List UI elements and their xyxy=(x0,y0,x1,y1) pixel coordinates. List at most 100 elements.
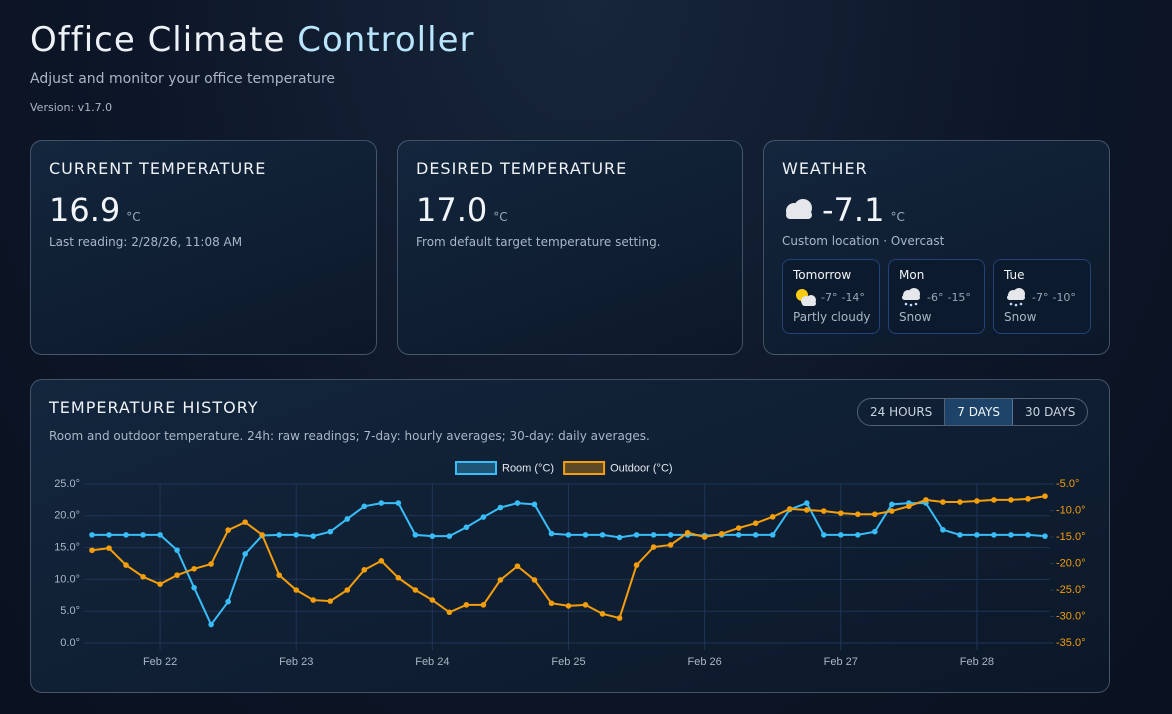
data-point xyxy=(106,532,112,538)
forecast-low: -10° xyxy=(1052,291,1076,304)
data-point xyxy=(310,597,317,603)
data-point xyxy=(855,532,861,538)
data-point xyxy=(991,497,997,503)
data-point xyxy=(89,547,95,554)
data-point xyxy=(1042,533,1048,539)
forecast-condition: Partly cloudy xyxy=(793,310,871,324)
data-point xyxy=(225,598,231,605)
legend-label: Room (°C) xyxy=(502,462,554,474)
temperature: 16.9 °C xyxy=(49,191,141,229)
data-point xyxy=(225,527,231,533)
forecast-label: Tue xyxy=(1004,268,1025,282)
data-point xyxy=(616,615,623,621)
x-tick-label: Feb 22 xyxy=(143,656,177,668)
y2-tick-label: -30.0° xyxy=(1056,610,1085,622)
card-heading: DESIRED TEMPERATURE xyxy=(416,159,628,178)
data-point xyxy=(855,511,861,518)
data-point xyxy=(735,532,742,538)
data-point xyxy=(1008,532,1014,538)
data-point xyxy=(1008,497,1014,503)
data-point xyxy=(378,558,385,564)
data-point xyxy=(378,500,385,506)
data-point xyxy=(889,501,895,508)
data-point xyxy=(395,575,402,581)
data-point xyxy=(548,530,555,537)
forecast-condition: Snow xyxy=(1004,310,1037,324)
data-point xyxy=(140,573,146,580)
x-tick-label: Feb 26 xyxy=(688,656,722,668)
data-point xyxy=(837,510,844,516)
data-point xyxy=(344,516,351,522)
data-point xyxy=(667,532,674,538)
weather-card: WEATHER -7.1 °C Custom location · Overcas… xyxy=(763,140,1110,355)
data-point xyxy=(906,503,912,510)
data-point xyxy=(514,563,521,569)
y-tick-label: 10.0° xyxy=(54,573,80,585)
card-note: From default target temperature setting. xyxy=(416,235,661,249)
range-selector: 24 HOURS 7 DAYS 30 DAYS xyxy=(857,398,1089,426)
data-point xyxy=(242,519,248,525)
range-button[interactable]: 24 HOURS xyxy=(858,399,946,425)
data-point xyxy=(803,500,810,506)
data-point xyxy=(1042,493,1048,499)
card-note: Custom location · Overcast xyxy=(782,234,945,248)
data-point xyxy=(957,532,963,538)
temp-unit: °C xyxy=(126,210,141,224)
legend-swatch xyxy=(563,461,606,475)
y-tick-label: 20.0° xyxy=(54,510,80,522)
data-point xyxy=(429,533,436,539)
card-note: Last reading: 2/28/26, 11:08 AM xyxy=(49,235,243,249)
data-point xyxy=(872,511,878,518)
data-point xyxy=(820,508,827,514)
data-point xyxy=(991,532,997,538)
forecast-high: -7° xyxy=(821,291,838,304)
data-point xyxy=(1025,532,1031,538)
data-point xyxy=(123,562,129,568)
data-point xyxy=(174,572,180,578)
y-tick-label: 25.0° xyxy=(54,478,80,490)
data-point xyxy=(463,524,470,531)
forecast-day: Mon -6° -15° Snow xyxy=(888,259,985,334)
y2-tick-label: -20.0° xyxy=(1056,557,1085,569)
forecast-label: Mon xyxy=(899,268,925,282)
x-tick-label: Feb 23 xyxy=(279,656,313,668)
x-tick-label: Feb 24 xyxy=(415,656,449,668)
data-point xyxy=(786,506,793,512)
desired-card: DESIRED TEMPERATURE 17.0 °C From default … xyxy=(397,140,743,355)
data-point xyxy=(872,528,878,535)
data-point xyxy=(395,500,402,506)
snow-icon xyxy=(902,288,920,307)
data-point xyxy=(174,547,180,553)
forecast-day: Tue -7° -10° Snow xyxy=(993,259,1091,334)
cloud-icon xyxy=(786,199,812,219)
data-point xyxy=(310,533,317,539)
data-point xyxy=(242,551,248,557)
y-tick-label: 5.0° xyxy=(60,605,80,617)
y2-tick-label: -25.0° xyxy=(1056,584,1085,596)
forecast-high: -6° xyxy=(927,291,944,304)
data-point xyxy=(531,577,538,583)
data-point xyxy=(752,532,759,538)
forecast-low: -14° xyxy=(841,291,865,304)
data-point xyxy=(548,600,555,607)
forecast-label: Tomorrow xyxy=(793,268,852,282)
data-point xyxy=(889,508,895,514)
data-point xyxy=(616,534,623,541)
forecast-condition: Snow xyxy=(899,310,932,324)
data-point xyxy=(293,532,300,538)
temp-value: 16.9 xyxy=(49,191,121,229)
data-point xyxy=(565,603,572,609)
data-point xyxy=(599,611,606,617)
y2-tick-label: -5.0° xyxy=(1056,478,1079,490)
subtitle: Adjust and monitor your office temperatu… xyxy=(30,71,336,87)
range-button[interactable]: 30 DAYS xyxy=(1025,405,1076,419)
card-heading: WEATHER xyxy=(782,159,868,178)
data-point xyxy=(344,587,351,593)
forecast-low: -15° xyxy=(947,291,971,304)
range-button[interactable]: 7 DAYS xyxy=(945,399,1013,425)
temperature: -7.1 °C xyxy=(822,191,905,229)
data-point xyxy=(940,499,946,505)
data-point xyxy=(684,529,691,536)
data-point xyxy=(208,561,214,567)
data-point xyxy=(957,499,963,505)
